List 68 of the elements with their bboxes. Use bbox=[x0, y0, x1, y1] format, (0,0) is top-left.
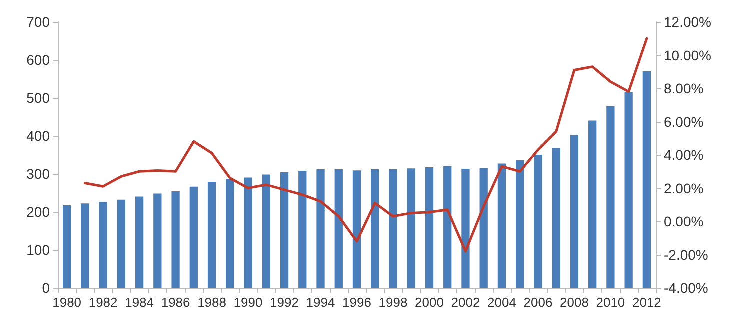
x-tick-label: 2010 bbox=[596, 295, 626, 310]
bar bbox=[624, 92, 633, 288]
bar bbox=[117, 200, 126, 288]
bar bbox=[190, 186, 198, 288]
bar bbox=[498, 164, 506, 288]
bar bbox=[334, 169, 343, 288]
x-tick-label: 1982 bbox=[88, 295, 118, 310]
x-tick-label: 1996 bbox=[342, 295, 372, 310]
bar bbox=[407, 168, 416, 288]
x-tick-label: 2002 bbox=[451, 295, 480, 310]
y2-tick-label: -2.00% bbox=[664, 246, 708, 263]
y-tick-label: 700 bbox=[26, 14, 50, 30]
y-tick-label: 600 bbox=[26, 52, 50, 68]
x-tick-label: 1988 bbox=[198, 295, 226, 310]
bar bbox=[389, 169, 398, 288]
y-tick-label: 500 bbox=[26, 90, 50, 106]
bar bbox=[462, 169, 470, 288]
bar bbox=[588, 120, 597, 288]
bar bbox=[352, 170, 362, 288]
bar bbox=[99, 202, 108, 288]
bar bbox=[154, 194, 162, 288]
bar bbox=[516, 160, 524, 288]
y-tick-label: 300 bbox=[26, 166, 50, 182]
y2-tick-label: 12.00% bbox=[664, 14, 712, 30]
x-tick-label: 1994 bbox=[306, 295, 336, 310]
bar bbox=[534, 155, 542, 288]
x-tick-label: 2004 bbox=[488, 295, 516, 310]
bar bbox=[570, 135, 579, 288]
x-tick-label: 2008 bbox=[560, 295, 589, 310]
y-tick-label: 100 bbox=[26, 242, 50, 258]
x-tick-label: 1986 bbox=[161, 295, 190, 310]
x-tick-label: 1998 bbox=[378, 295, 408, 310]
bar bbox=[642, 71, 652, 288]
bar bbox=[371, 169, 380, 288]
x-tick-label: 2000 bbox=[415, 295, 444, 310]
x-tick-label: 1990 bbox=[234, 295, 263, 310]
y2-tick-label: 2.00% bbox=[664, 180, 704, 196]
bar bbox=[552, 148, 560, 288]
bar bbox=[135, 196, 144, 288]
bar bbox=[226, 178, 234, 288]
bar bbox=[606, 106, 615, 288]
bar bbox=[316, 169, 325, 288]
bar bbox=[208, 182, 216, 288]
bar bbox=[81, 204, 90, 288]
y-tick-label: 200 bbox=[26, 204, 50, 220]
bar bbox=[298, 170, 307, 288]
line-series bbox=[84, 37, 648, 253]
bar bbox=[280, 172, 289, 288]
bar bbox=[480, 168, 488, 288]
y2-tick-label: 0.00% bbox=[664, 214, 704, 230]
x-tick-label: 1984 bbox=[125, 295, 154, 310]
x-tick-label: 1980 bbox=[52, 295, 82, 310]
bar bbox=[425, 168, 434, 288]
y2-tick-label: 10.00% bbox=[664, 47, 712, 64]
x-tick-label: 2012 bbox=[632, 295, 662, 310]
bar bbox=[244, 178, 252, 288]
y-tick-label: 0 bbox=[42, 280, 50, 296]
y-tick-label: 400 bbox=[26, 128, 50, 144]
y2-tick-label: 8.00% bbox=[664, 80, 704, 96]
x-tick-label: 2006 bbox=[524, 295, 553, 310]
bar bbox=[262, 174, 270, 288]
bar bbox=[444, 166, 452, 288]
bar bbox=[62, 206, 72, 288]
x-tick-label: 1992 bbox=[270, 295, 299, 310]
bar bbox=[172, 191, 180, 288]
y2-tick-label: 6.00% bbox=[664, 114, 704, 130]
y2-tick-label: -4.00% bbox=[664, 280, 708, 296]
y2-tick-label: 4.00% bbox=[664, 147, 704, 163]
